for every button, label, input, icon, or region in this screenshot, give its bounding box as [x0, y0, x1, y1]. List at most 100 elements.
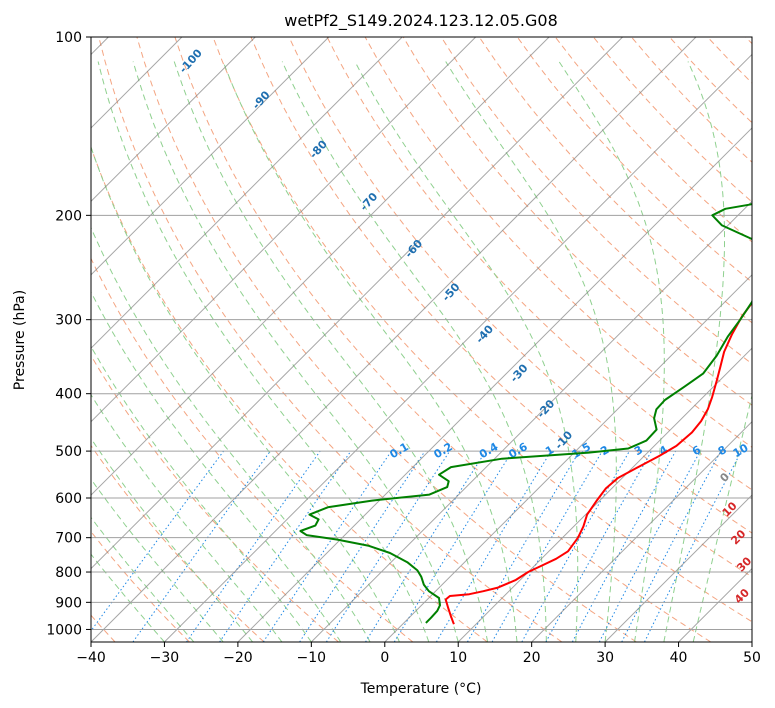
isotherm — [91, 37, 477, 423]
dewpoint-line — [299, 203, 752, 624]
y-axis: 100 200 300 400 500 600 700 800 900 1000 — [46, 30, 91, 638]
dry-adiabat — [212, 37, 752, 623]
moist-adiabat — [558, 61, 665, 642]
y-tick-label: 500 — [55, 444, 82, 460]
y-tick-label: 1000 — [46, 622, 82, 638]
mixing-ratio-line — [365, 450, 487, 642]
moist-adiabat-label: 40 — [732, 586, 752, 606]
mixing-ratio-label: 0.4 — [477, 440, 501, 461]
dry-adiabat — [364, 37, 752, 448]
inline-labels: -100-90-80-70-60-50-40-30-20-100.1 0.2 0.4… — [177, 46, 775, 606]
dry-adiabat-label: -30 — [508, 361, 531, 385]
dry-adiabat — [98, 37, 563, 642]
moist-adiabat — [97, 61, 430, 642]
mixing-ratio-label: 16 — [771, 441, 775, 460]
x-tick-label: −10 — [297, 650, 327, 666]
moist-adiabat — [445, 61, 617, 642]
moist-adiabat — [91, 226, 371, 642]
mixing-ratio-line — [466, 450, 580, 642]
moist-adiabat-label: 0 — [717, 470, 732, 485]
moist-adiabat — [91, 345, 312, 642]
mixing-ratio-line — [521, 450, 630, 642]
dry-adiabat — [707, 37, 752, 84]
dry-adiabat — [631, 37, 752, 163]
dry-adiabat — [136, 37, 637, 642]
isotherm — [310, 200, 752, 642]
y-tick-label: 600 — [55, 491, 82, 507]
x-axis: −40 −30 −20 −10 0 10 20 30 40 50 — [76, 642, 761, 666]
mixing-ratio-label: 0.1 — [387, 440, 410, 461]
dry-adiabat — [91, 354, 339, 642]
dry-adiabat-label: -20 — [534, 397, 557, 421]
mixing-ratio-label: 1.5 — [570, 440, 593, 461]
y-tick-label: 200 — [55, 208, 82, 224]
mixing-ratio-label: 0.2 — [432, 440, 455, 461]
dry-adiabat-label: -40 — [473, 322, 496, 346]
y-tick-label: 900 — [55, 595, 82, 611]
moist-adiabat — [132, 61, 459, 642]
moist-adiabat — [281, 61, 547, 642]
x-tick-label: 50 — [743, 650, 761, 666]
dry-adiabat-label: -100 — [177, 46, 205, 75]
mixing-ratio-line — [545, 450, 652, 642]
mixing-ratio-line — [325, 450, 451, 642]
moist-adiabat — [663, 61, 725, 642]
dry-adiabat — [91, 444, 265, 642]
mixing-ratio-label: 13 — [753, 441, 773, 460]
mixing-ratio-line — [262, 450, 392, 642]
moist-adiabat — [692, 393, 752, 642]
moist-adiabat — [354, 61, 579, 642]
dry-adiabat-label: -80 — [307, 137, 330, 161]
moist-adiabat — [91, 290, 342, 642]
x-tick-label: 40 — [670, 650, 688, 666]
moist-adiabat — [222, 61, 518, 642]
mixing-ratio-line — [393, 450, 513, 642]
temperature-line — [444, 301, 752, 625]
x-tick-label: 30 — [596, 650, 614, 666]
mixing-ratio-line — [299, 450, 426, 642]
isotherm — [384, 274, 752, 642]
chart-title: wetPf2_S149.2024.123.12.05.G08 — [284, 11, 558, 31]
mixing-ratio-label: 10 — [731, 441, 751, 460]
isotherm — [751, 641, 752, 642]
y-tick-label: 700 — [55, 531, 82, 547]
dry-adiabat — [91, 257, 414, 642]
x-tick-label: 10 — [449, 650, 467, 666]
x-axis-label: Temperature (°C) — [360, 681, 482, 697]
x-tick-label: 20 — [523, 650, 541, 666]
dry-adiabat — [516, 37, 752, 283]
profiles — [299, 203, 752, 625]
y-tick-label: 800 — [55, 565, 82, 581]
mixing-ratio-line — [644, 450, 742, 642]
dry-adiabat — [440, 37, 752, 365]
dry-adiabat — [91, 530, 190, 642]
moist-adiabat — [91, 437, 253, 642]
x-tick-label: −40 — [76, 650, 106, 666]
isotherm — [604, 494, 752, 642]
isotherm — [531, 420, 752, 642]
moist-adiabat — [91, 393, 283, 642]
dry-adiabat-label: -50 — [440, 280, 463, 304]
y-axis-label: Pressure (hPa) — [12, 290, 28, 390]
mixing-ratio-line — [435, 450, 552, 642]
isotherm — [91, 37, 697, 642]
dry-adiabat — [174, 37, 712, 642]
moist-adiabat — [91, 145, 400, 642]
mixing-ratio-line — [571, 450, 677, 642]
y-tick-label: 300 — [55, 313, 82, 329]
dry-adiabat — [250, 37, 752, 578]
mixing-ratio-line — [91, 450, 225, 632]
dry-adiabat — [745, 37, 752, 45]
dry-adiabat-label: -90 — [250, 88, 273, 112]
dry-adiabat-label: -60 — [402, 237, 425, 261]
dry-adiabat — [326, 37, 752, 491]
x-tick-label: −20 — [223, 650, 253, 666]
dry-adiabat — [593, 37, 752, 203]
isotherm — [237, 127, 752, 642]
dry-adiabat-label: -70 — [357, 190, 380, 214]
y-tick-label: 400 — [55, 387, 82, 403]
isotherm — [91, 37, 256, 203]
moist-adiabat-label: 20 — [728, 527, 748, 547]
isotherm — [91, 37, 330, 276]
x-tick-label: −30 — [150, 650, 180, 666]
